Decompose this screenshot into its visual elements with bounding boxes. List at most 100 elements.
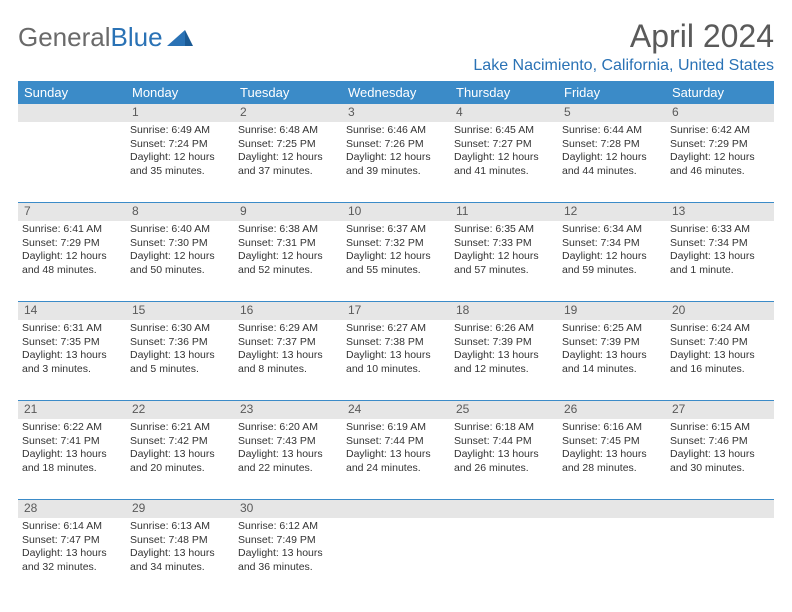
- daylight2-text: and 8 minutes.: [238, 363, 338, 377]
- weekday-header: Sunday: [18, 81, 126, 104]
- daylight1-text: Daylight: 13 hours: [22, 547, 122, 561]
- day-cell: Sunrise: 6:40 AMSunset: 7:30 PMDaylight:…: [126, 221, 234, 301]
- daynum-row: 282930: [18, 500, 774, 518]
- day-number: 26: [558, 401, 666, 419]
- day-number: [558, 500, 666, 518]
- day-cell: Sunrise: 6:45 AMSunset: 7:27 PMDaylight:…: [450, 122, 558, 202]
- day-cell: Sunrise: 6:14 AMSunset: 7:47 PMDaylight:…: [18, 518, 126, 598]
- daylight2-text: and 24 minutes.: [346, 462, 446, 476]
- daylight1-text: Daylight: 12 hours: [22, 250, 122, 264]
- day-number: 2: [234, 104, 342, 122]
- sunrise-text: Sunrise: 6:42 AM: [670, 124, 770, 138]
- day-cell: Sunrise: 6:19 AMSunset: 7:44 PMDaylight:…: [342, 419, 450, 499]
- day-cell: Sunrise: 6:29 AMSunset: 7:37 PMDaylight:…: [234, 320, 342, 400]
- sunset-text: Sunset: 7:30 PM: [130, 237, 230, 251]
- day-number: 29: [126, 500, 234, 518]
- day-number: 15: [126, 302, 234, 320]
- sunset-text: Sunset: 7:27 PM: [454, 138, 554, 152]
- sunset-text: Sunset: 7:34 PM: [562, 237, 662, 251]
- day-number: 30: [234, 500, 342, 518]
- day-number: 8: [126, 203, 234, 221]
- sunrise-text: Sunrise: 6:29 AM: [238, 322, 338, 336]
- daylight2-text: and 39 minutes.: [346, 165, 446, 179]
- daylight1-text: Daylight: 13 hours: [346, 349, 446, 363]
- sunset-text: Sunset: 7:41 PM: [22, 435, 122, 449]
- sunrise-text: Sunrise: 6:41 AM: [22, 223, 122, 237]
- daylight1-text: Daylight: 13 hours: [562, 349, 662, 363]
- daylight1-text: Daylight: 13 hours: [130, 349, 230, 363]
- sunset-text: Sunset: 7:35 PM: [22, 336, 122, 350]
- daynum-row: 123456: [18, 104, 774, 122]
- daylight2-text: and 57 minutes.: [454, 264, 554, 278]
- daylight2-text: and 41 minutes.: [454, 165, 554, 179]
- day-number: 18: [450, 302, 558, 320]
- daylight2-text: and 59 minutes.: [562, 264, 662, 278]
- day-number: 23: [234, 401, 342, 419]
- day-cell: Sunrise: 6:12 AMSunset: 7:49 PMDaylight:…: [234, 518, 342, 598]
- daylight2-text: and 18 minutes.: [22, 462, 122, 476]
- daylight2-text: and 14 minutes.: [562, 363, 662, 377]
- daylight2-text: and 22 minutes.: [238, 462, 338, 476]
- sunset-text: Sunset: 7:47 PM: [22, 534, 122, 548]
- info-row: Sunrise: 6:22 AMSunset: 7:41 PMDaylight:…: [18, 419, 774, 499]
- day-number: [666, 500, 774, 518]
- daylight1-text: Daylight: 13 hours: [670, 448, 770, 462]
- day-cell: Sunrise: 6:31 AMSunset: 7:35 PMDaylight:…: [18, 320, 126, 400]
- day-number: [18, 104, 126, 122]
- daylight1-text: Daylight: 13 hours: [454, 448, 554, 462]
- day-number: 10: [342, 203, 450, 221]
- day-cell: Sunrise: 6:49 AMSunset: 7:24 PMDaylight:…: [126, 122, 234, 202]
- daylight1-text: Daylight: 12 hours: [562, 151, 662, 165]
- day-number: 21: [18, 401, 126, 419]
- sunset-text: Sunset: 7:40 PM: [670, 336, 770, 350]
- daylight1-text: Daylight: 12 hours: [238, 151, 338, 165]
- weekday-header: Saturday: [666, 81, 774, 104]
- day-cell: Sunrise: 6:16 AMSunset: 7:45 PMDaylight:…: [558, 419, 666, 499]
- day-cell: Sunrise: 6:34 AMSunset: 7:34 PMDaylight:…: [558, 221, 666, 301]
- daylight1-text: Daylight: 13 hours: [22, 349, 122, 363]
- daylight2-text: and 1 minute.: [670, 264, 770, 278]
- daylight2-text: and 50 minutes.: [130, 264, 230, 278]
- daylight2-text: and 12 minutes.: [454, 363, 554, 377]
- day-cell: Sunrise: 6:22 AMSunset: 7:41 PMDaylight:…: [18, 419, 126, 499]
- daylight2-text: and 5 minutes.: [130, 363, 230, 377]
- location: Lake Nacimiento, California, United Stat…: [473, 57, 774, 75]
- daylight2-text: and 37 minutes.: [238, 165, 338, 179]
- day-number: 24: [342, 401, 450, 419]
- sunrise-text: Sunrise: 6:27 AM: [346, 322, 446, 336]
- daylight1-text: Daylight: 12 hours: [454, 250, 554, 264]
- day-cell: Sunrise: 6:48 AMSunset: 7:25 PMDaylight:…: [234, 122, 342, 202]
- sunset-text: Sunset: 7:37 PM: [238, 336, 338, 350]
- day-cell: Sunrise: 6:27 AMSunset: 7:38 PMDaylight:…: [342, 320, 450, 400]
- week-row: 21222324252627Sunrise: 6:22 AMSunset: 7:…: [18, 401, 774, 500]
- daylight1-text: Daylight: 13 hours: [454, 349, 554, 363]
- weekday-header: Thursday: [450, 81, 558, 104]
- logo-text-general: General: [18, 22, 111, 53]
- daylight2-text: and 44 minutes.: [562, 165, 662, 179]
- sunrise-text: Sunrise: 6:24 AM: [670, 322, 770, 336]
- daylight1-text: Daylight: 13 hours: [130, 547, 230, 561]
- sunrise-text: Sunrise: 6:21 AM: [130, 421, 230, 435]
- week-row: 123456Sunrise: 6:49 AMSunset: 7:24 PMDay…: [18, 104, 774, 203]
- day-number: 7: [18, 203, 126, 221]
- day-number: 5: [558, 104, 666, 122]
- day-number: 1: [126, 104, 234, 122]
- sunset-text: Sunset: 7:43 PM: [238, 435, 338, 449]
- daylight2-text: and 34 minutes.: [130, 561, 230, 575]
- weekday-header: Wednesday: [342, 81, 450, 104]
- sunrise-text: Sunrise: 6:22 AM: [22, 421, 122, 435]
- daylight2-text: and 3 minutes.: [22, 363, 122, 377]
- week-row: 78910111213Sunrise: 6:41 AMSunset: 7:29 …: [18, 203, 774, 302]
- daynum-row: 78910111213: [18, 203, 774, 221]
- day-cell: Sunrise: 6:30 AMSunset: 7:36 PMDaylight:…: [126, 320, 234, 400]
- sunrise-text: Sunrise: 6:19 AM: [346, 421, 446, 435]
- daylight1-text: Daylight: 13 hours: [22, 448, 122, 462]
- sunset-text: Sunset: 7:28 PM: [562, 138, 662, 152]
- daylight1-text: Daylight: 12 hours: [346, 250, 446, 264]
- sunrise-text: Sunrise: 6:34 AM: [562, 223, 662, 237]
- day-number: 17: [342, 302, 450, 320]
- daylight2-text: and 20 minutes.: [130, 462, 230, 476]
- sunrise-text: Sunrise: 6:25 AM: [562, 322, 662, 336]
- info-row: Sunrise: 6:14 AMSunset: 7:47 PMDaylight:…: [18, 518, 774, 598]
- sunrise-text: Sunrise: 6:26 AM: [454, 322, 554, 336]
